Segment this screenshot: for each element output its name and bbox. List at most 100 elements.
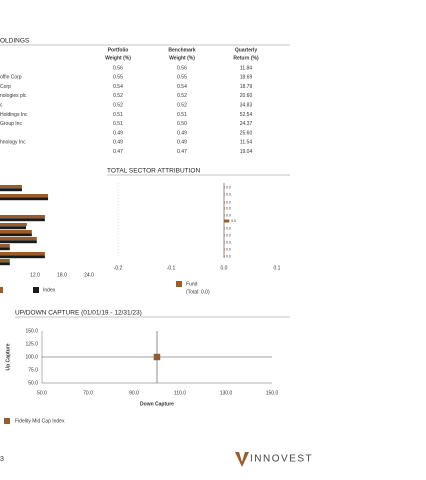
- row-name: offin Corp: [0, 75, 22, 81]
- bar: [224, 241, 225, 244]
- row-name: hnology Inc: [0, 140, 26, 146]
- cell: 11.54: [240, 140, 252, 146]
- bar: [224, 248, 225, 251]
- cell: 0.52: [177, 103, 187, 109]
- bar: [224, 193, 225, 196]
- bar: [0, 230, 32, 233]
- row-name: nologies plc: [0, 93, 27, 99]
- cell: 34.83: [240, 103, 253, 109]
- bar: [224, 234, 225, 237]
- annotation: (Total: 0.0): [186, 289, 210, 295]
- column-header: Quarterly: [235, 47, 257, 53]
- bar: [0, 255, 45, 259]
- bar: [0, 215, 45, 218]
- bar: [0, 247, 10, 251]
- bar: [0, 226, 26, 230]
- x-tick-label: 70.0: [83, 390, 93, 396]
- x-tick-label: 90.0: [129, 390, 139, 396]
- cell: 0.55: [113, 75, 123, 81]
- bar: [0, 223, 27, 226]
- legend-label: Index: [43, 287, 56, 293]
- legend-label: Fidelity Mid Cap Index: [15, 418, 65, 424]
- row-name: Group Inc: [0, 121, 22, 127]
- holdings-title: OLDINGS: [0, 38, 30, 45]
- cell: 18.79: [240, 84, 253, 90]
- cell: 24.37: [240, 121, 253, 127]
- legend-swatch: [33, 287, 39, 293]
- bar: [0, 197, 49, 201]
- value-label: 0.0: [226, 192, 231, 196]
- bar: [224, 186, 225, 189]
- cell: 19.04: [240, 149, 253, 155]
- y-tick-label: 75.0: [28, 367, 38, 373]
- attribution-title: TOTAL SECTOR ATTRIBUTION: [107, 168, 200, 175]
- cell: 0.47: [113, 149, 123, 155]
- x-axis-label: Down Capture: [140, 401, 174, 407]
- bar: [224, 201, 225, 204]
- bar: [0, 218, 45, 222]
- legend-swatch: [0, 287, 3, 293]
- cell: 0.51: [177, 112, 187, 118]
- column-header: Weight (%): [105, 55, 131, 61]
- y-tick-label: 50.0: [28, 380, 38, 386]
- bar: [224, 255, 225, 258]
- x-tick-label: 110.0: [174, 390, 186, 396]
- page-number: 3: [0, 456, 4, 463]
- row-name: Corp: [0, 84, 11, 90]
- value-label: 0.0: [226, 206, 231, 210]
- logo-icon: [235, 452, 249, 467]
- cell: 0.55: [177, 75, 187, 81]
- cell: 25.60: [240, 130, 253, 136]
- x-tick-label: -0.1: [167, 265, 176, 271]
- y-tick-label: 125.0: [25, 341, 38, 347]
- column-header: Return (%): [233, 55, 259, 61]
- bar: [224, 227, 225, 230]
- bar: [0, 185, 22, 188]
- value-label: 0.0: [226, 254, 231, 258]
- point: [153, 353, 161, 361]
- value-label: 0.0: [226, 185, 231, 189]
- bar: [0, 194, 49, 197]
- cell: 20.60: [240, 93, 253, 99]
- cell: 0.50: [177, 121, 187, 127]
- cell: 0.49: [177, 140, 187, 146]
- column-header: Benchmark: [168, 47, 195, 53]
- legend-swatch: [176, 281, 182, 287]
- column-header: Portfolio: [108, 47, 129, 53]
- value-label: 0.0: [231, 219, 236, 223]
- cell: 0.49: [113, 140, 123, 146]
- cell: 0.54: [177, 84, 187, 90]
- cell: 18.69: [240, 75, 253, 81]
- column-header: Weight (%): [169, 55, 195, 61]
- cell: 0.52: [113, 103, 123, 109]
- value-label: 0.0: [226, 247, 231, 251]
- bar: [0, 188, 22, 192]
- value-label: 0.0: [226, 233, 231, 237]
- cell: 0.51: [113, 112, 123, 118]
- x-tick-label: 50.0: [37, 390, 47, 396]
- cell: 0.51: [113, 121, 123, 127]
- cell: 0.56: [113, 65, 123, 71]
- cell: 52.54: [240, 112, 253, 118]
- y-axis-label: Up Capture: [5, 343, 11, 370]
- x-tick-label: 18.0: [57, 272, 67, 278]
- value-label: 0.0: [226, 226, 231, 230]
- bar: [0, 233, 32, 237]
- bar: [224, 207, 225, 210]
- x-tick-label: 12.0: [30, 272, 40, 278]
- y-tick-label: 150.0: [25, 328, 38, 334]
- x-tick-label: 0.0: [221, 265, 228, 271]
- bar: [0, 244, 10, 247]
- x-tick-label: 150.0: [266, 390, 279, 396]
- bar: [0, 240, 37, 244]
- value-label: 0.0: [226, 200, 231, 204]
- row-name: Holdings Inc: [0, 112, 28, 118]
- bar: [0, 252, 45, 255]
- capture-title: UP/DOWN CAPTURE (01/01/19 - 12/31/23): [15, 310, 142, 317]
- bar: [224, 219, 230, 223]
- legend-swatch: [4, 418, 10, 424]
- row-name: c: [0, 103, 3, 109]
- bar: [224, 214, 225, 217]
- legend-label: Fund: [186, 281, 198, 287]
